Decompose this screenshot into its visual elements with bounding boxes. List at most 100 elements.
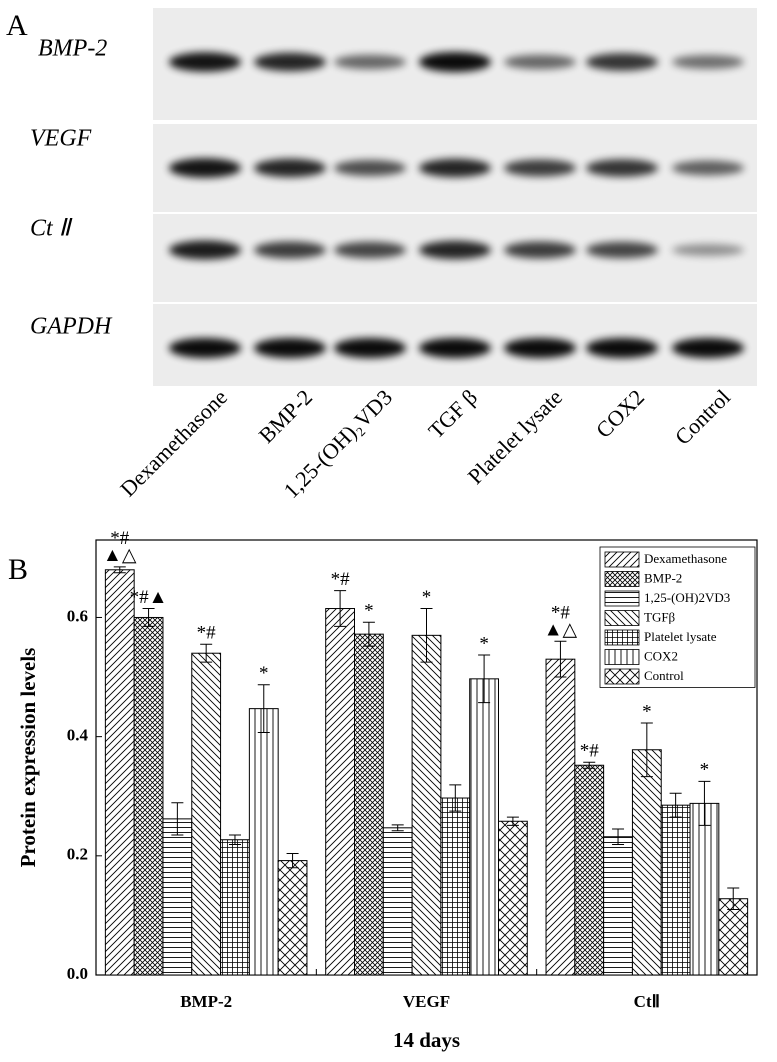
band: [254, 158, 326, 178]
significance-label: *#: [197, 623, 217, 644]
significance-label: *: [479, 633, 489, 654]
lane-label: TGF β: [423, 384, 482, 443]
bar: [162, 818, 193, 976]
error-bar: [478, 654, 491, 704]
significance-label: *#: [580, 741, 600, 762]
bar: [574, 764, 605, 976]
band: [419, 158, 491, 178]
band: [419, 240, 491, 260]
y-tick-label: 0.4: [67, 726, 89, 745]
legend-label: 1,25-(OH)2VD3: [644, 590, 730, 605]
band: [586, 53, 658, 71]
band: [586, 159, 658, 177]
bar: [133, 616, 164, 976]
significance-label: *: [642, 701, 652, 722]
significance-label: *: [364, 601, 374, 622]
significance-label: *: [259, 663, 269, 684]
legend-label: COX2: [644, 648, 678, 663]
band: [169, 52, 241, 72]
bar-chart: 0.0 0.2 0.4 0.6 Protein expression levels 14 …: [16, 528, 758, 1052]
row-label: Ct Ⅱ: [30, 216, 73, 242]
bar: [191, 652, 222, 976]
bar: [104, 569, 135, 976]
band: [672, 244, 744, 256]
legend-swatch: [604, 571, 640, 587]
bar: [689, 802, 720, 976]
band: [672, 160, 744, 176]
band: [334, 54, 406, 70]
band: [254, 338, 326, 358]
error-bar: [669, 792, 682, 818]
error-bar: [612, 828, 625, 845]
band: [254, 241, 326, 259]
bar: [411, 634, 442, 976]
x-tick-label: CtⅡ: [634, 992, 660, 1011]
error-bar: [583, 761, 596, 769]
band: [334, 160, 406, 176]
error-bar: [554, 640, 567, 678]
bar: [248, 708, 279, 976]
legend-swatch: [604, 551, 640, 568]
y-tick-label: 0.2: [67, 845, 88, 864]
lane-label: COX2: [591, 384, 649, 442]
row-label: VEGF: [30, 126, 92, 152]
band: [254, 52, 326, 72]
bar: [545, 658, 576, 976]
bar: [631, 749, 662, 976]
bar: [382, 827, 413, 976]
x-tick-label: VEGF: [403, 992, 450, 1011]
error-bar: [698, 780, 711, 826]
band: [169, 158, 241, 178]
significance-label: *#: [110, 528, 130, 549]
y-tick-label: 0.6: [67, 606, 88, 625]
band: [586, 338, 658, 358]
error-bar: [113, 566, 126, 574]
band: [169, 240, 241, 260]
bar: [220, 839, 250, 976]
band: [672, 55, 744, 69]
legend-label: TGFβ: [644, 609, 676, 624]
error-bar: [200, 643, 213, 663]
error-bar: [640, 722, 653, 778]
bar: [603, 836, 633, 976]
error-bar: [286, 852, 299, 869]
lane-label: BMP-2: [254, 384, 317, 447]
error-bar: [334, 590, 347, 627]
band: [334, 241, 406, 259]
y-tick-label: 0.0: [67, 964, 88, 983]
band: [419, 338, 491, 358]
error-bar: [142, 608, 155, 627]
bar: [469, 678, 500, 976]
bar: [660, 804, 691, 976]
legend-label: Dexamethasone: [644, 551, 727, 566]
y-axis-title: Protein expression levels: [16, 648, 40, 868]
band: [672, 338, 744, 358]
row-label: BMP-2: [38, 36, 107, 62]
bar: [325, 608, 356, 976]
significance-label: ▲△: [544, 620, 578, 641]
panel-label: B: [8, 553, 28, 586]
error-bar: [727, 887, 740, 910]
lane-label: Control: [670, 384, 735, 449]
significance-label: ▲△: [103, 545, 137, 566]
significance-label: *: [700, 760, 710, 781]
legend-swatch: [604, 610, 640, 626]
x-tick-label: BMP-2: [180, 992, 232, 1011]
band: [334, 338, 406, 358]
error-bar: [449, 784, 462, 812]
legend-label: Platelet lysate: [644, 629, 717, 644]
legend-label: Control: [644, 668, 684, 683]
band: [586, 241, 658, 259]
legend-swatch: [604, 649, 640, 665]
band: [504, 338, 576, 358]
significance-label: *#: [331, 569, 351, 590]
legend-swatch: [604, 668, 640, 685]
significance-label: *: [422, 587, 432, 608]
legend-label: BMP-2: [644, 570, 682, 585]
legend-swatch: [604, 590, 640, 607]
error-bar: [420, 608, 433, 663]
legend-swatch: [604, 629, 640, 646]
error-bar: [228, 834, 241, 845]
